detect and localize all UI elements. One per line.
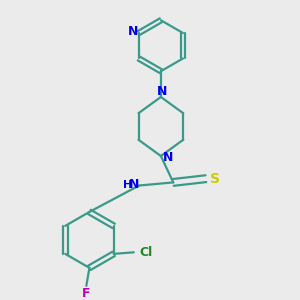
Text: S: S bbox=[210, 172, 220, 186]
Text: H: H bbox=[123, 180, 132, 190]
Text: Cl: Cl bbox=[139, 246, 152, 259]
Text: F: F bbox=[82, 287, 91, 300]
Text: N: N bbox=[129, 178, 139, 191]
Text: N: N bbox=[157, 85, 168, 98]
Text: N: N bbox=[128, 25, 138, 38]
Text: N: N bbox=[163, 151, 173, 164]
